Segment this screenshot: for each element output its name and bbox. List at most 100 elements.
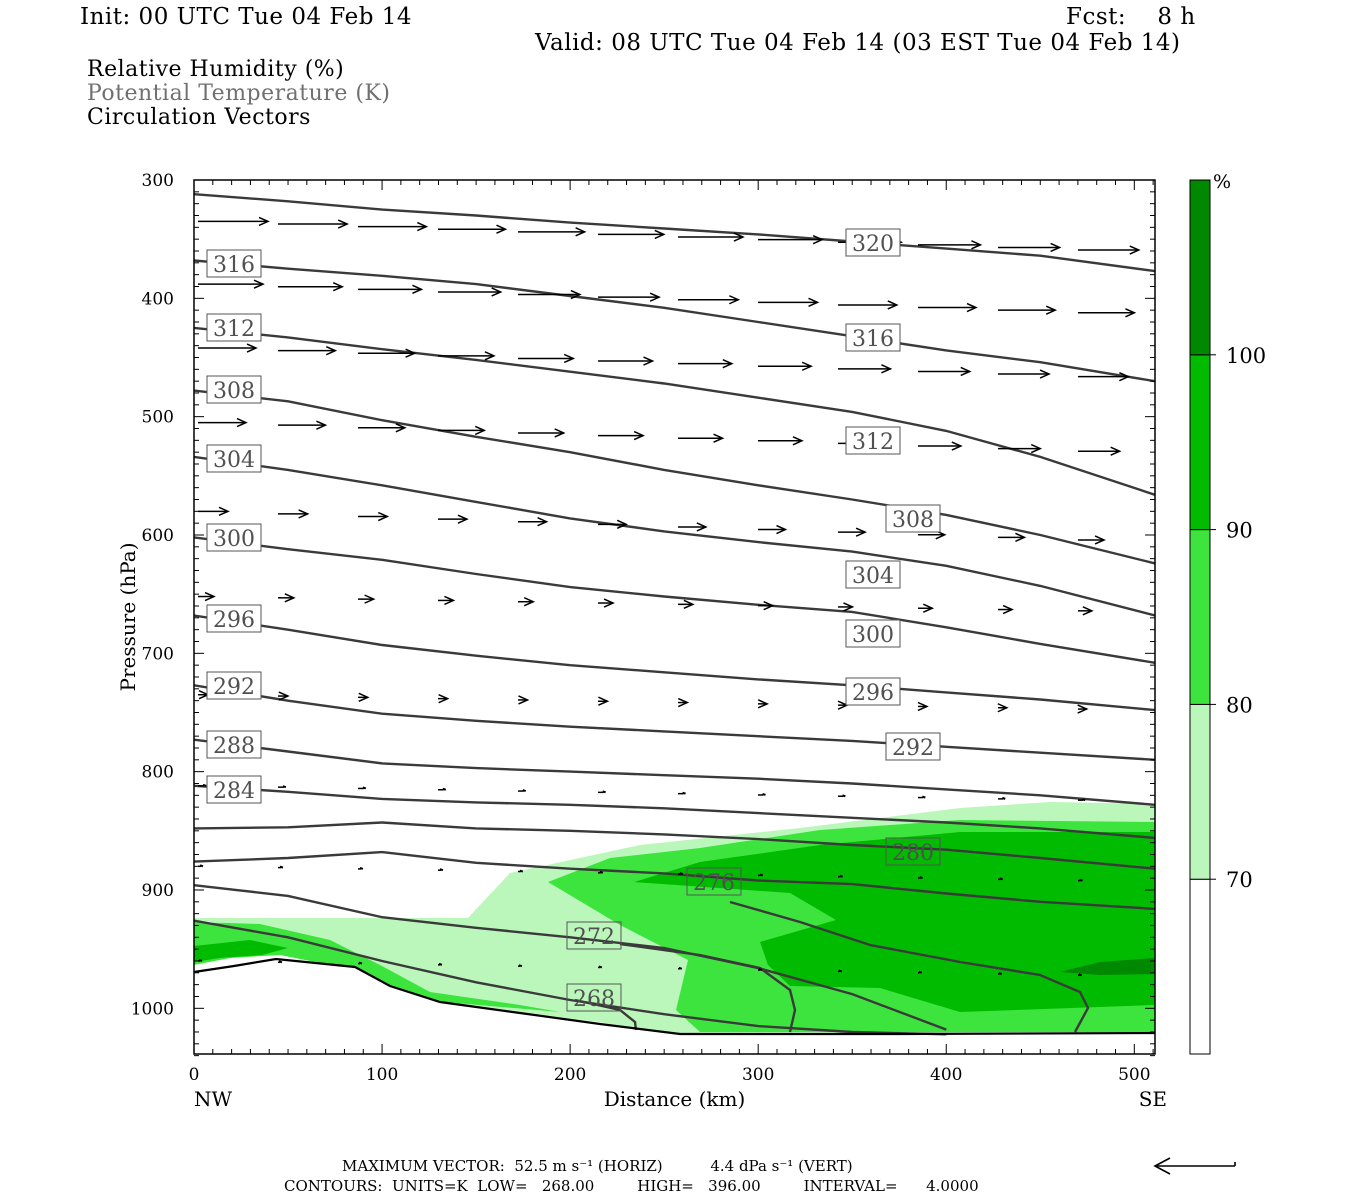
vector-arrowhead xyxy=(1119,371,1131,382)
vector-arrowhead xyxy=(951,441,963,451)
humidity-fill-layer xyxy=(194,802,1155,1054)
contour-label-box xyxy=(845,619,901,648)
vector-arrowhead xyxy=(999,877,1003,881)
vector-arrowhead xyxy=(332,282,345,292)
vector-arrowhead xyxy=(523,597,536,607)
vector-arrowhead xyxy=(284,593,296,603)
vector-arrowhead xyxy=(484,351,496,361)
vector-arrowhead xyxy=(246,343,258,353)
contour-label-box xyxy=(206,523,262,552)
contour-label-300: 300 xyxy=(852,623,894,648)
vector-arrowhead xyxy=(1045,305,1058,315)
vector-arrowhead xyxy=(1079,878,1083,882)
vector-arrowhead xyxy=(1129,245,1141,255)
nw-end-label: NW xyxy=(194,1087,233,1111)
vector-arrowhead xyxy=(1110,446,1122,456)
vector-arrowhead xyxy=(474,425,487,436)
colorbar-segment xyxy=(1189,354,1211,531)
vector-arrowhead xyxy=(1125,308,1137,318)
x-tick-label: 0 xyxy=(189,1065,200,1085)
vector-arrowhead xyxy=(838,969,843,973)
vector-arrowhead xyxy=(792,436,804,446)
vector-arrowhead xyxy=(278,960,283,964)
contour-label-316: 316 xyxy=(852,327,894,352)
colorbar-segment xyxy=(1189,179,1211,356)
vector-arrowhead xyxy=(522,789,527,793)
isentrope-292 xyxy=(194,738,1155,806)
vector-arrowhead xyxy=(337,219,350,229)
contour-label-316: 316 xyxy=(213,253,255,278)
isentrope-304 xyxy=(194,536,1155,664)
vector-arrowhead xyxy=(439,868,444,872)
colorbar-label: 70 xyxy=(1226,868,1253,892)
contour-label-box xyxy=(206,444,262,473)
vector-arrowhead xyxy=(258,216,270,227)
vector-arrowhead xyxy=(358,692,370,703)
vector-arrowhead xyxy=(733,232,745,242)
contour-label-box xyxy=(885,732,941,761)
vector-arrowhead xyxy=(678,966,683,970)
vector-arrowhead xyxy=(598,965,603,969)
colorbar-unit: % xyxy=(1213,171,1231,193)
vector-arrowhead xyxy=(633,430,645,441)
vector-arrowhead xyxy=(922,603,935,613)
contour-label-272: 272 xyxy=(573,925,615,950)
vector-arrowhead xyxy=(918,970,923,974)
rh-90-100-left-region xyxy=(194,940,288,962)
vector-arrowhead xyxy=(1094,535,1106,545)
contour-info: CONTOURS: UNITS=K LOW= 268.00 HIGH= 396.… xyxy=(284,1177,979,1195)
vector-arrowhead xyxy=(696,522,708,532)
contour-label-box xyxy=(206,775,262,804)
legend-potential-temperature: Potential Temperature (K) xyxy=(87,81,391,106)
contour-label-300: 300 xyxy=(213,527,255,552)
legend-relative-humidity: Relative Humidity (%) xyxy=(87,57,345,82)
x-axis-label: Distance (km) xyxy=(604,1087,746,1111)
vector-arrowhead xyxy=(518,964,523,968)
colorbar-segment xyxy=(1189,529,1211,705)
vector-arrowhead xyxy=(603,598,615,608)
vector-arrowhead xyxy=(1081,798,1086,802)
isentrope-276-surface xyxy=(729,900,1090,1033)
vector-arrowhead xyxy=(922,795,926,799)
isentrope-308 xyxy=(194,455,1155,617)
contour-label-292: 292 xyxy=(892,736,934,761)
rh-90-100-region xyxy=(634,832,1155,1012)
isentrope-276 xyxy=(194,884,947,1031)
vector-arrowhead xyxy=(997,703,1009,713)
contour-label-312: 312 xyxy=(852,430,894,455)
contour-label-296: 296 xyxy=(213,608,255,633)
isentrope-320 xyxy=(194,259,1155,383)
y-tick-label: 800 xyxy=(142,763,174,783)
y-tick-label: 400 xyxy=(142,289,174,309)
vector-arrowhead xyxy=(298,509,310,519)
se-end-label: SE xyxy=(1139,1087,1167,1111)
vector-arrowhead xyxy=(842,794,846,798)
vector-arrowhead xyxy=(377,511,390,522)
vector-arrowhead xyxy=(405,348,417,358)
vector-arrowhead xyxy=(1039,369,1051,379)
isentrope-268 xyxy=(574,998,638,1031)
contour-label-box xyxy=(845,677,901,706)
vector-arrowhead xyxy=(218,506,230,517)
contour-label-320: 320 xyxy=(852,232,894,257)
vector-arrowhead xyxy=(1078,973,1083,977)
contour-label-box xyxy=(845,426,901,455)
vector-arrowhead xyxy=(199,864,204,868)
colorbar-label: 80 xyxy=(1226,693,1253,717)
vector-arrowhead xyxy=(359,866,364,870)
vector-arrowhead xyxy=(679,872,684,876)
init-time: Init: 00 UTC Tue 04 Feb 14 xyxy=(80,4,413,30)
vector-arrowhead xyxy=(729,295,741,305)
vector-arrowhead xyxy=(537,517,549,527)
vector-arrowhead xyxy=(362,786,367,790)
vector-arrowhead xyxy=(253,279,265,289)
vector-arrowhead xyxy=(278,691,290,701)
contour-label-292: 292 xyxy=(213,675,255,700)
vector-arrowhead xyxy=(1050,242,1062,253)
vector-arrowhead xyxy=(801,361,813,371)
isentrope-316 xyxy=(194,326,1155,496)
y-tick-label: 500 xyxy=(142,408,174,428)
vector-arrowhead xyxy=(602,790,606,794)
isentrope-280 xyxy=(194,850,1155,911)
contour-label-box xyxy=(566,921,622,950)
